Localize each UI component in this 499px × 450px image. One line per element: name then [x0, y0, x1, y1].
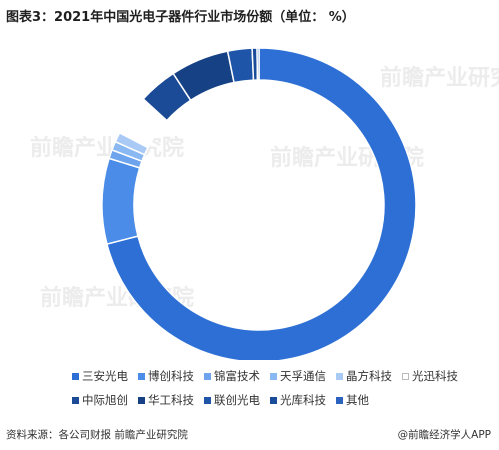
legend-label: 天孚通信 [280, 369, 326, 383]
legend-item-0: 三安光电 [72, 368, 128, 384]
legend-item-6: 中际旭创 [72, 392, 128, 408]
brand-note: @前瞻经济学人APP [397, 429, 491, 441]
legend-label: 其他 [346, 393, 369, 407]
legend-label: 晶方科技 [346, 369, 392, 383]
chart-title: 图表3：2021年中国光电子器件行业市场份额（单位： %） [6, 10, 355, 25]
source-note: 资料来源：各公司财报 前瞻产业研究院 [6, 429, 188, 441]
donut-slice-1 [101, 157, 141, 245]
legend-item-8: 联创光电 [204, 392, 260, 408]
legend-label: 光库科技 [280, 393, 326, 407]
legend-swatch [204, 372, 211, 380]
legend-swatch [270, 396, 277, 404]
legend-item-1: 博创科技 [138, 368, 194, 384]
legend-swatch [336, 396, 343, 404]
legend-item-4: 晶方科技 [336, 368, 392, 384]
legend-swatch [72, 372, 79, 380]
legend-swatch [204, 396, 211, 404]
legend-item-9: 光库科技 [270, 392, 326, 408]
legend-swatch [138, 372, 145, 380]
legend-label: 华工科技 [148, 393, 194, 407]
legend-label: 联创光电 [214, 393, 260, 407]
donut-slice-0 [106, 47, 417, 360]
legend-item-5: 光迅科技 [402, 368, 458, 384]
legend-label: 博创科技 [148, 369, 194, 383]
legend-swatch [336, 372, 343, 380]
legend-item-2: 锦富技术 [204, 368, 260, 384]
legend-label: 光迅科技 [412, 369, 458, 383]
donut-slice-10 [256, 47, 260, 81]
legend-label: 三安光电 [82, 369, 128, 383]
legend-item-7: 华工科技 [138, 392, 194, 408]
legend-item-3: 天孚通信 [270, 368, 326, 384]
legend-item-10: 其他 [336, 392, 369, 408]
legend-swatch [270, 372, 277, 380]
legend-label: 中际旭创 [82, 393, 128, 407]
legend-swatch [72, 396, 79, 404]
donut-chart [101, 47, 417, 360]
legend-swatch [138, 396, 145, 404]
chart-legend: 三安光电 博创科技 锦富技术 天孚通信 晶方科技 光迅科技中际旭创 华工科技 联创光电 光库科技… [72, 368, 492, 408]
legend-swatch [402, 372, 409, 380]
legend-label: 锦富技术 [214, 369, 260, 383]
